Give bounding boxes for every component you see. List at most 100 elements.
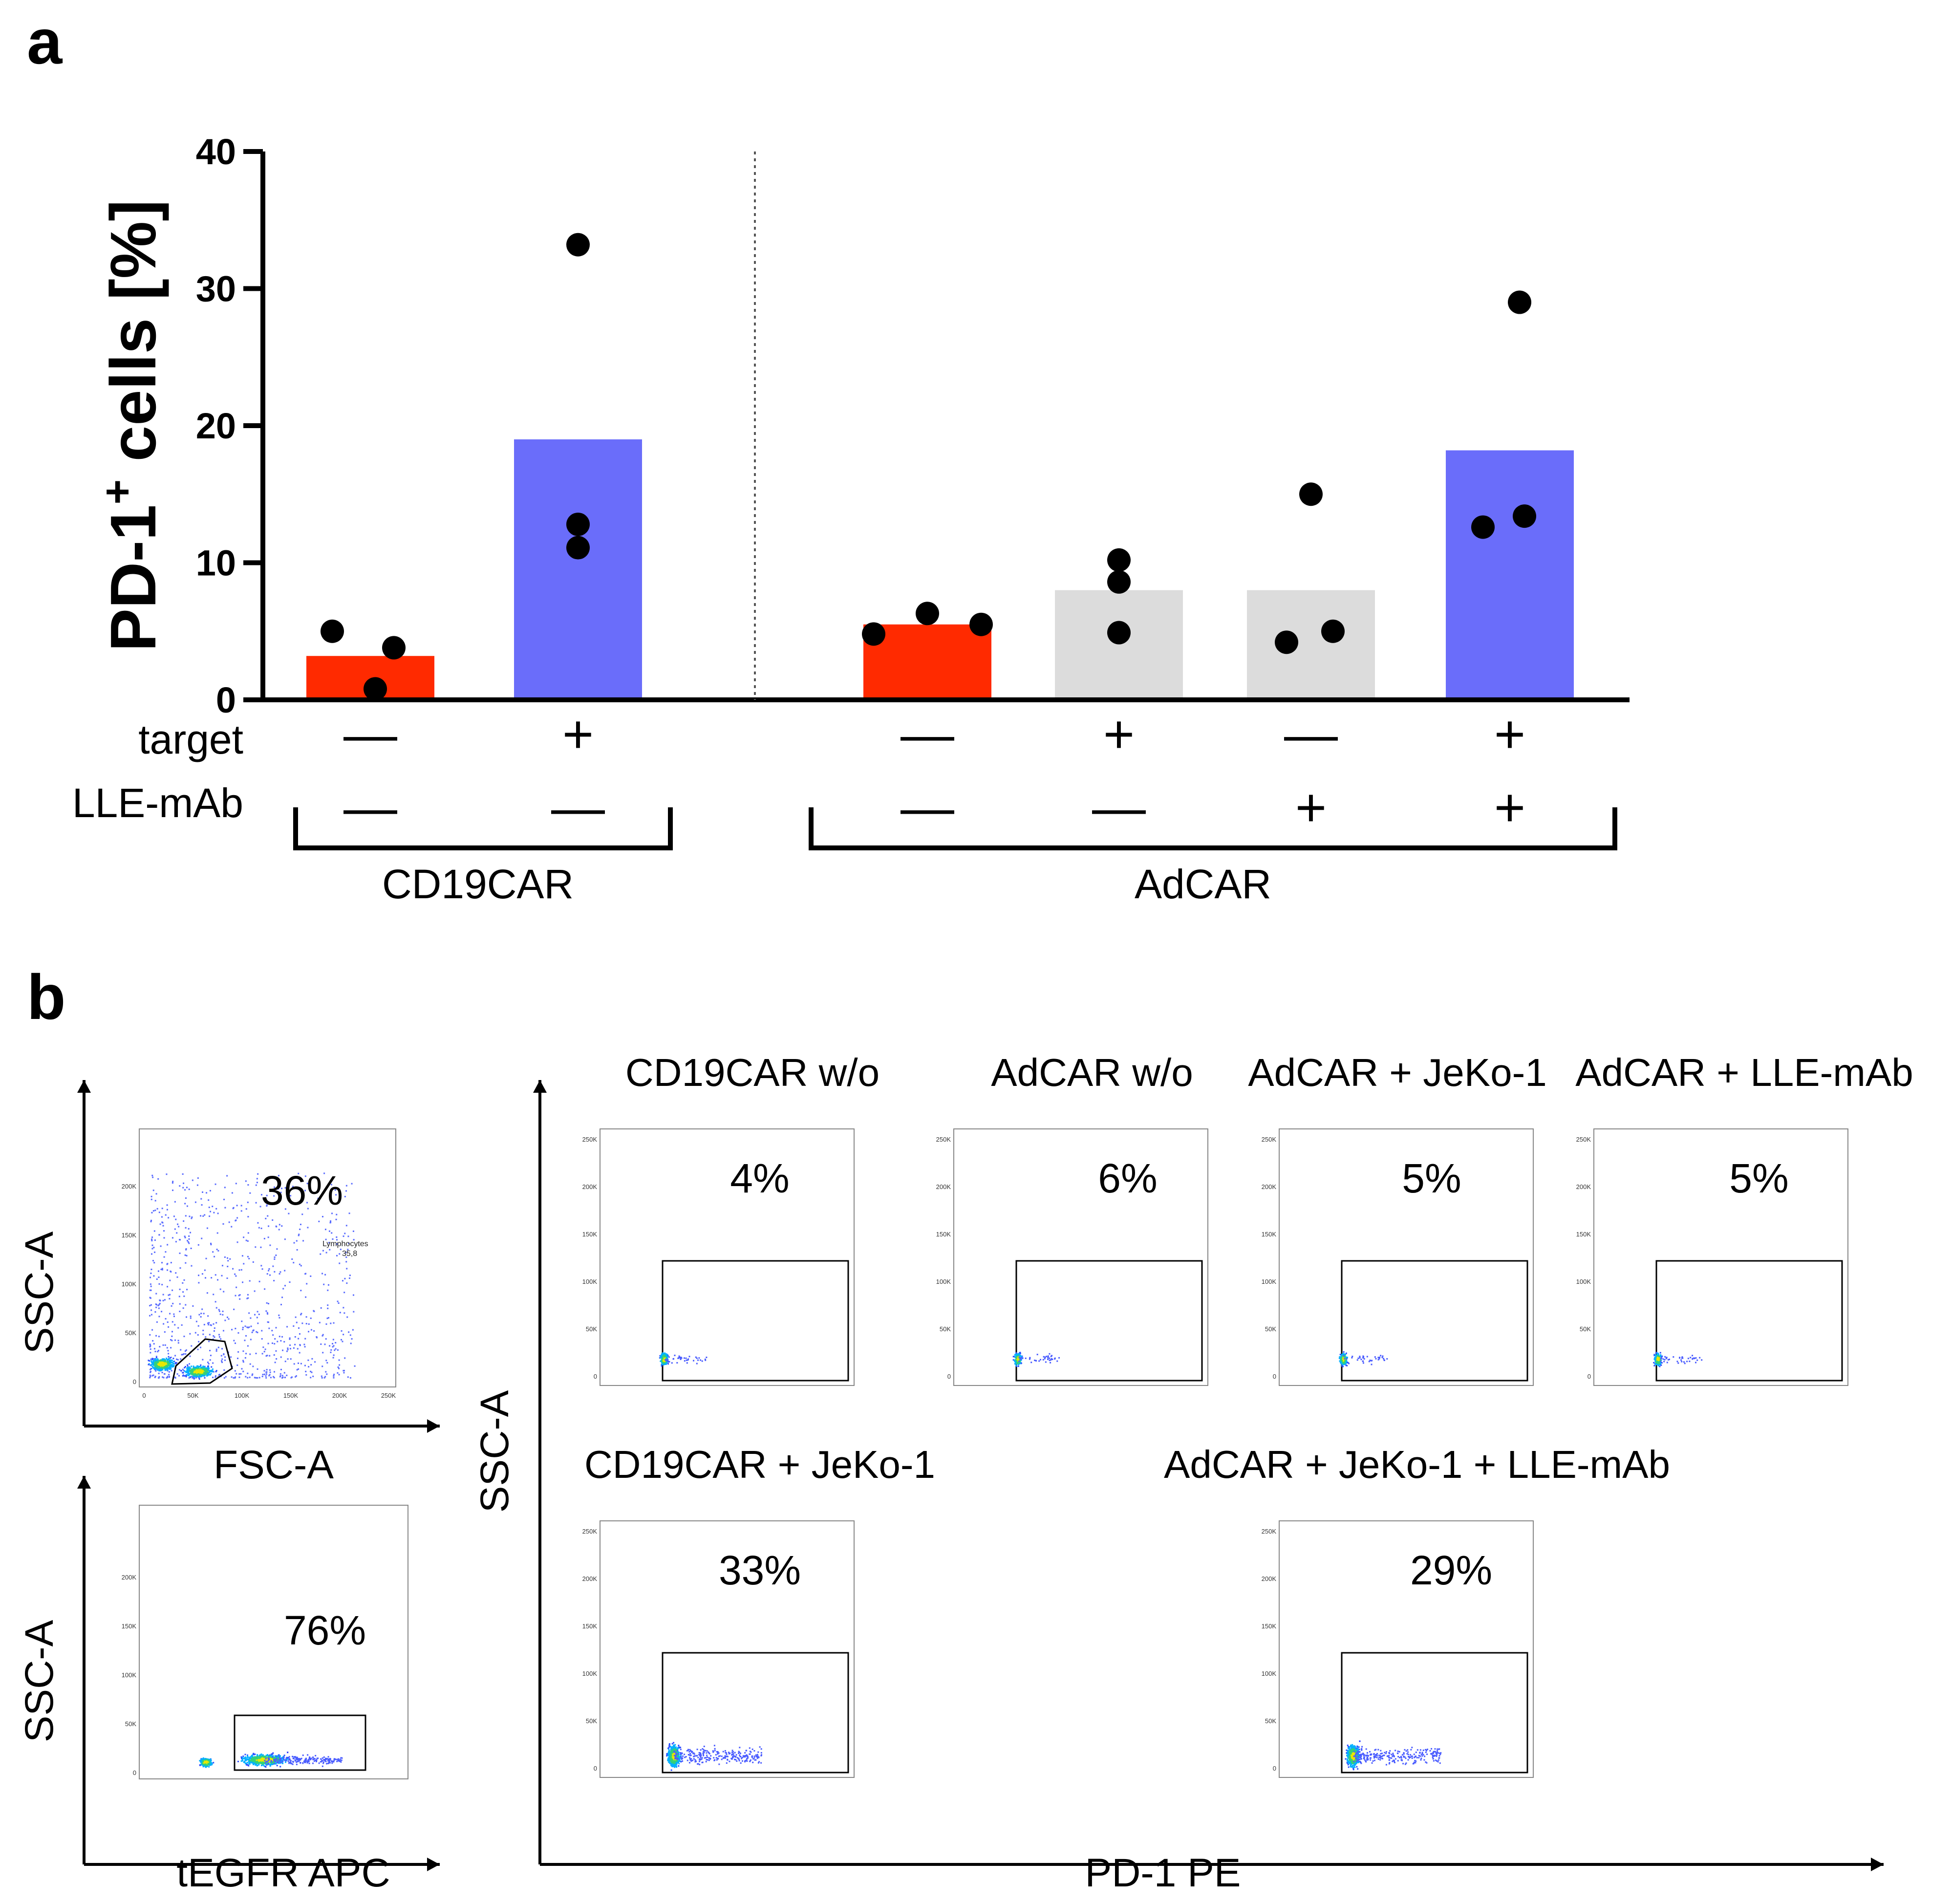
event-dot (679, 1757, 681, 1759)
event-dot (176, 1358, 178, 1360)
event-dot (188, 1375, 190, 1377)
event-dot (700, 1754, 702, 1756)
event-dot (210, 1370, 212, 1372)
event-dot (1034, 1360, 1036, 1362)
event-dot (687, 1749, 689, 1751)
event-dot (731, 1757, 733, 1759)
event-dot (188, 1371, 190, 1373)
event-dot (209, 1359, 211, 1361)
event-dot (263, 1370, 265, 1372)
event-dot (1362, 1357, 1364, 1359)
event-dot (205, 1369, 207, 1371)
event-dot (242, 1350, 244, 1352)
event-dot (202, 1365, 204, 1367)
event-dot (343, 1370, 345, 1372)
event-dot (186, 1374, 188, 1376)
event-dot (158, 1212, 160, 1213)
event-dot (182, 1291, 184, 1293)
event-dot (268, 1757, 270, 1759)
event-dot (273, 1376, 275, 1378)
y-tick-label: 200K (936, 1183, 951, 1190)
event-dot (1044, 1358, 1046, 1360)
event-dot (316, 1760, 318, 1762)
event-dot (672, 1763, 674, 1765)
event-dot (226, 1277, 228, 1279)
event-dot (178, 1369, 180, 1371)
event-dot (199, 1373, 201, 1375)
event-dot (172, 1237, 173, 1239)
event-dot (343, 1370, 344, 1372)
y-tick-label: 50K (940, 1325, 951, 1333)
event-dot (660, 1357, 662, 1359)
event-dot (248, 1312, 250, 1314)
event-dot (691, 1752, 693, 1753)
event-dot (171, 1335, 173, 1337)
event-dot (262, 1754, 264, 1756)
event-dot (668, 1743, 670, 1745)
event-dot (200, 1313, 202, 1315)
event-dot (1664, 1359, 1666, 1361)
event-dot (214, 1255, 215, 1257)
event-dot (202, 1760, 204, 1762)
y-tick-label: 250K (936, 1136, 951, 1143)
event-dot (250, 1761, 252, 1763)
event-dot (150, 1371, 151, 1373)
event-dot (205, 1758, 207, 1760)
event-dot (245, 1239, 247, 1241)
event-dot (150, 1195, 152, 1197)
event-dot (187, 1368, 189, 1370)
event-dot (170, 1365, 172, 1367)
event-dot (224, 1256, 226, 1258)
event-dot (264, 1198, 266, 1200)
event-dot (163, 1377, 165, 1379)
event-dot (266, 1273, 268, 1275)
event-dot (201, 1237, 203, 1239)
event-dot (211, 1366, 213, 1368)
event-dot (206, 1368, 208, 1370)
event-dot (159, 1366, 161, 1368)
event-dot (1694, 1358, 1695, 1360)
event-dot (167, 1359, 169, 1361)
event-dot (322, 1757, 323, 1759)
event-dot (250, 1325, 252, 1327)
y-tick-label: 50K (125, 1720, 136, 1728)
event-dot (158, 1277, 160, 1278)
event-dot (223, 1198, 225, 1200)
event-dot (670, 1762, 672, 1764)
event-dot (755, 1759, 757, 1761)
event-dot (243, 1757, 245, 1759)
event-dot (310, 1757, 312, 1759)
y-tick-label: 0 (133, 1378, 136, 1385)
event-dot (194, 1375, 196, 1377)
event-dot (262, 1346, 264, 1348)
event-dot (1340, 1359, 1342, 1361)
event-dot (151, 1212, 153, 1213)
event-dot (678, 1758, 680, 1760)
gating-x-axis-1-arrowhead (427, 1419, 440, 1433)
event-dot (201, 1308, 203, 1310)
event-dot (149, 1346, 151, 1348)
event-dot (185, 1215, 187, 1217)
event-dot (185, 1375, 187, 1377)
event-dot (717, 1758, 719, 1760)
event-dot (219, 1288, 221, 1290)
event-dot (183, 1370, 185, 1372)
event-dot (261, 1353, 263, 1355)
event-dot (670, 1755, 672, 1757)
event-dot (761, 1754, 763, 1756)
event-dot (171, 1363, 173, 1365)
event-dot (282, 1288, 284, 1290)
event-dot (245, 1376, 247, 1378)
event-dot (195, 1376, 197, 1378)
event-dot (203, 1765, 205, 1767)
event-dot (209, 1763, 211, 1765)
y-tick-label: 150K (122, 1623, 137, 1630)
event-dot (154, 1362, 156, 1363)
event-dot (199, 1760, 201, 1762)
event-dot (1681, 1357, 1683, 1359)
gating-y-axis-1-arrowhead (77, 1080, 91, 1093)
event-dot (266, 1759, 268, 1761)
event-dot (757, 1751, 759, 1753)
event-dot (671, 1762, 673, 1764)
event-dot (261, 1268, 263, 1270)
